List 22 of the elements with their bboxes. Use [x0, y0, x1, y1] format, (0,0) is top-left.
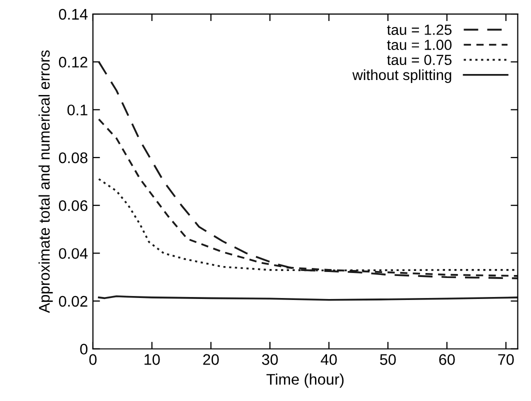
x-tick-label: 20: [203, 354, 219, 365]
x-tick-label: 40: [320, 354, 337, 365]
legend-label: tau = 1.00: [387, 40, 452, 50]
y-tick-label: 0.08: [58, 152, 88, 164]
y-tick-label: 0: [80, 344, 88, 355]
legend-label: without splitting: [352, 69, 452, 83]
x-tick-label: 60: [439, 354, 455, 365]
y-tick-label: 0.04: [58, 248, 88, 259]
x-axis-title: Time (hour): [266, 374, 344, 388]
y-tick-label: 0.12: [58, 56, 88, 68]
x-tick-label: 0: [89, 354, 97, 365]
y-tick-label: 0.14: [58, 8, 88, 20]
y-axis-title: Approximate total and numerical errors: [38, 50, 53, 314]
x-tick-label: 70: [498, 354, 514, 365]
y-tick-label: 0.02: [58, 296, 88, 307]
y-tick-label: 0.06: [58, 200, 88, 212]
x-tick-label: 30: [262, 354, 278, 365]
legend-label: tau = 0.75: [387, 54, 452, 66]
legend-label: tau = 1.25: [387, 24, 452, 35]
x-tick-label: 10: [144, 354, 160, 365]
x-tick-label: 50: [380, 354, 396, 365]
y-tick-label: 0.1: [67, 104, 88, 116]
